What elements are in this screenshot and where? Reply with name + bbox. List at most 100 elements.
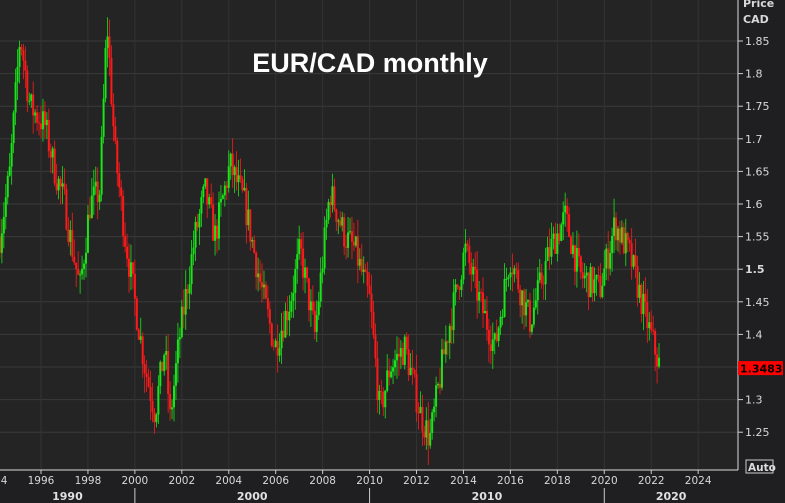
candle-body	[485, 310, 488, 330]
candle-body	[622, 227, 625, 254]
candle-body	[18, 47, 21, 67]
candle-body	[206, 178, 209, 205]
candle-body	[595, 275, 598, 280]
candle-body	[487, 329, 490, 345]
candle-body	[225, 185, 228, 188]
candle-body	[305, 267, 308, 279]
candle-body	[0, 233, 3, 253]
candle-body	[501, 316, 504, 318]
candle-body	[442, 349, 445, 355]
candle-body	[59, 178, 62, 187]
candle-body	[104, 48, 107, 99]
candle-body	[65, 189, 68, 230]
candle-body	[313, 310, 316, 332]
candle-body	[102, 98, 105, 137]
candle-body	[435, 385, 438, 407]
candle-body	[26, 70, 29, 102]
candle-body	[609, 252, 612, 269]
candle-body	[304, 267, 307, 278]
decade-label: 1990	[52, 490, 83, 503]
candle-body	[399, 347, 402, 357]
candle-body	[176, 339, 179, 364]
candle-body	[133, 273, 136, 299]
candle-body	[601, 285, 604, 297]
candle-body	[538, 272, 541, 281]
candle-body	[630, 243, 633, 267]
y-tick-label: 1.45	[745, 296, 770, 309]
candle-body	[403, 336, 406, 365]
candle-body	[431, 412, 434, 433]
candle-body	[382, 391, 385, 408]
candle-body	[137, 329, 140, 340]
candle-body	[217, 202, 220, 239]
candle-body	[360, 258, 363, 272]
candle-body	[247, 209, 250, 226]
x-tick-label: 2014	[450, 475, 477, 487]
candle-body	[51, 148, 54, 158]
candle-body	[528, 300, 531, 332]
candle-body	[378, 390, 381, 401]
candle-body	[8, 166, 11, 176]
candle-body	[536, 280, 539, 301]
candle-body	[384, 390, 387, 408]
candle-body	[366, 271, 369, 286]
y-tick-label: 1.3	[745, 394, 763, 407]
candle-body	[546, 247, 549, 262]
candle-body	[599, 275, 602, 297]
candle-body	[632, 255, 635, 267]
candle-body	[208, 197, 211, 205]
candle-body	[454, 284, 457, 293]
candle-body	[638, 284, 641, 298]
candle-body	[437, 384, 440, 386]
candle-body	[460, 279, 463, 290]
candle-body	[194, 221, 197, 248]
y-tick-label: 1.6	[745, 198, 763, 211]
candle-body	[433, 406, 436, 413]
candle-body	[188, 284, 191, 294]
candle-body	[503, 279, 506, 317]
candle-body	[534, 300, 537, 308]
candle-body	[560, 224, 563, 241]
candle-body	[626, 233, 629, 241]
candle-body	[362, 269, 365, 272]
candle-body	[415, 374, 418, 413]
candle-body	[110, 58, 113, 105]
candle-body	[593, 279, 596, 294]
candle-body	[53, 148, 56, 184]
candle-body	[61, 183, 64, 187]
candle-body	[579, 256, 582, 273]
candle-body	[562, 212, 565, 225]
candle-body	[311, 301, 314, 311]
candle-body	[564, 205, 567, 213]
candle-body	[462, 252, 465, 280]
candle-body	[57, 178, 60, 191]
x-tick-label: 2000	[122, 475, 149, 487]
candle-body	[264, 284, 267, 299]
candle-body	[652, 329, 655, 331]
y-tick-label: 1.65	[745, 165, 770, 178]
candle-body	[339, 220, 342, 226]
y-axis-title: Price	[743, 0, 774, 10]
candle-body	[575, 247, 578, 272]
candle-body	[45, 119, 48, 126]
candle-body	[266, 298, 269, 310]
candle-body	[634, 255, 637, 266]
candle-body	[583, 275, 586, 279]
candle-body	[302, 248, 305, 278]
candle-body	[69, 229, 72, 242]
candle-body	[227, 166, 230, 188]
candle-body	[411, 367, 414, 370]
candle-body	[509, 272, 512, 278]
candle-body	[607, 248, 610, 269]
candle-body	[530, 324, 533, 332]
candle-body	[568, 214, 571, 237]
candle-body	[147, 376, 150, 387]
candle-body	[331, 186, 334, 206]
candle-body	[452, 292, 455, 331]
candle-body	[235, 167, 238, 183]
x-tick-label: 2002	[168, 475, 195, 487]
candle-body	[352, 241, 355, 246]
candle-body	[165, 351, 168, 355]
candle-body	[98, 194, 101, 203]
